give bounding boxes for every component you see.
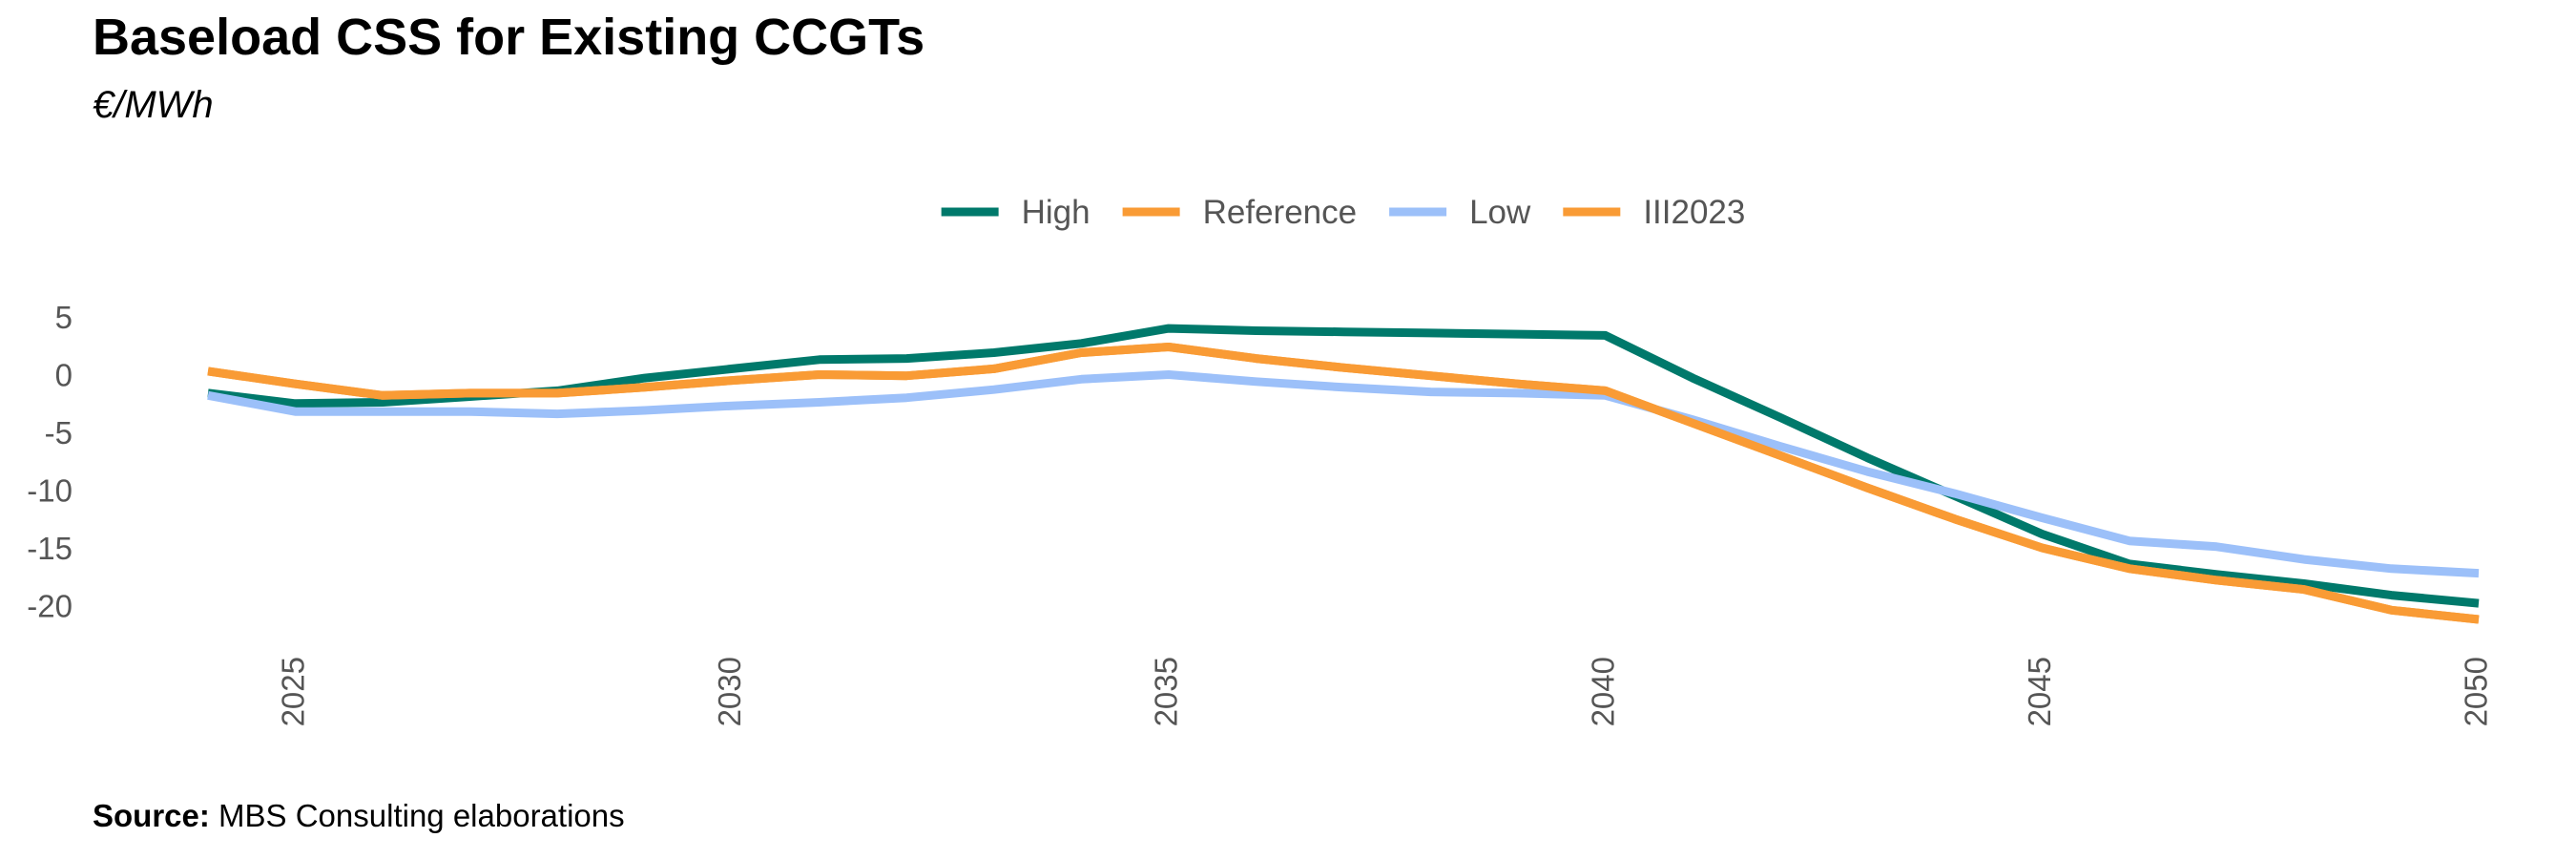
y-tick-label: 0 <box>55 358 73 393</box>
y-tick-label: -20 <box>27 589 73 624</box>
legend-item: Reference <box>1122 194 1357 231</box>
x-tick-label: 2045 <box>2022 657 2057 726</box>
x-tick-label: 2050 <box>2459 657 2494 726</box>
x-tick-label: 2035 <box>1149 657 1184 726</box>
y-axis-ticks: 5 0 -5 -10 -15 -20 <box>27 300 73 624</box>
series-line-low <box>207 370 2480 578</box>
legend-item: High <box>941 194 1091 231</box>
series-line-iii2023 <box>207 343 2480 624</box>
x-tick-label: 2040 <box>1585 657 1620 726</box>
legend: High Reference Low III2023 <box>941 194 1745 231</box>
legend-label: Low <box>1469 194 1531 231</box>
legend-label: III2023 <box>1643 194 1745 231</box>
x-tick-label: 2025 <box>275 657 310 726</box>
legend-item: Low <box>1389 194 1531 231</box>
series-line-high <box>207 324 2480 608</box>
y-tick-label: -15 <box>27 531 73 566</box>
legend-item: III2023 <box>1563 194 1745 231</box>
x-axis-ticks: 2025 2030 2035 2040 2045 2050 <box>275 657 2493 726</box>
y-tick-label: -5 <box>45 415 73 450</box>
legend-label: Reference <box>1203 194 1357 231</box>
x-tick-label: 2030 <box>712 657 747 726</box>
legend-label: High <box>1022 194 1091 231</box>
source-text: MBS Consulting elaborations <box>218 798 625 833</box>
y-tick-label: 5 <box>55 300 73 335</box>
y-tick-label: -10 <box>27 473 73 509</box>
plot-area <box>207 324 2480 624</box>
source-note: Source: MBS Consulting elaborations <box>93 798 625 834</box>
chart-subtitle: €/MWh <box>93 84 214 126</box>
chart-title: Baseload CSS for Existing CCGTs <box>93 9 925 66</box>
source-label: Source: <box>93 798 210 833</box>
